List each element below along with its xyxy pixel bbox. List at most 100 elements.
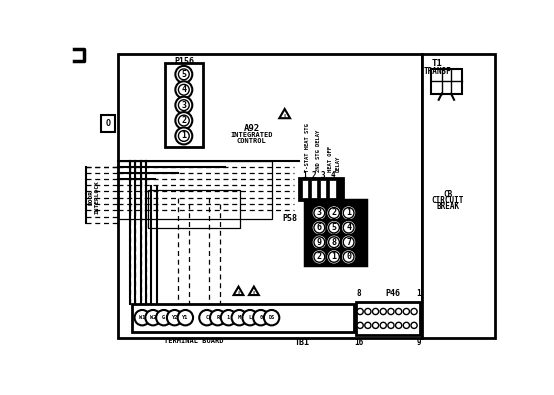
- Circle shape: [314, 222, 325, 233]
- Text: HEAT OFF: HEAT OFF: [327, 146, 332, 172]
- Circle shape: [388, 308, 394, 314]
- Bar: [119, 162, 273, 219]
- Circle shape: [341, 205, 356, 221]
- Text: CB: CB: [443, 190, 453, 199]
- Text: 8: 8: [331, 238, 336, 247]
- Circle shape: [314, 252, 325, 262]
- Text: Y1: Y1: [182, 315, 188, 320]
- Text: 0: 0: [259, 315, 263, 320]
- Text: 3: 3: [321, 171, 326, 180]
- Text: 0: 0: [346, 252, 351, 261]
- Circle shape: [341, 249, 356, 265]
- Text: W2: W2: [150, 315, 156, 320]
- Text: 1: 1: [181, 132, 186, 141]
- Bar: [165, 63, 203, 147]
- Text: 2ND STG DELAY: 2ND STG DELAY: [316, 130, 321, 172]
- Text: 4: 4: [181, 85, 186, 94]
- Bar: [299, 178, 343, 200]
- Text: G: G: [162, 315, 165, 320]
- Bar: [422, 54, 495, 339]
- Circle shape: [365, 308, 371, 314]
- Bar: [330, 180, 336, 198]
- Circle shape: [314, 207, 325, 218]
- Circle shape: [253, 310, 269, 325]
- Circle shape: [329, 207, 340, 218]
- Circle shape: [199, 310, 214, 325]
- Text: 6: 6: [317, 223, 322, 232]
- Polygon shape: [249, 287, 259, 295]
- Text: 16: 16: [354, 339, 363, 348]
- Circle shape: [357, 322, 363, 329]
- Circle shape: [411, 308, 417, 314]
- Text: 2: 2: [312, 171, 316, 180]
- Text: 9: 9: [417, 339, 421, 348]
- Circle shape: [341, 220, 356, 235]
- Circle shape: [156, 310, 172, 325]
- Circle shape: [178, 310, 193, 325]
- Circle shape: [411, 322, 417, 329]
- Polygon shape: [279, 109, 290, 118]
- Bar: [431, 69, 462, 94]
- Circle shape: [167, 310, 182, 325]
- Text: 5: 5: [181, 70, 186, 79]
- Text: !: !: [237, 291, 240, 297]
- Circle shape: [343, 252, 354, 262]
- Text: 3: 3: [317, 209, 322, 218]
- Circle shape: [403, 322, 409, 329]
- Circle shape: [403, 308, 409, 314]
- Bar: [147, 190, 240, 228]
- Text: R: R: [216, 315, 219, 320]
- Text: TRANSF: TRANSF: [423, 67, 451, 76]
- Text: 1: 1: [417, 290, 421, 298]
- Text: P58: P58: [283, 214, 298, 223]
- Text: 2: 2: [331, 209, 336, 218]
- Circle shape: [176, 66, 192, 83]
- Circle shape: [264, 310, 279, 325]
- Text: 3: 3: [181, 101, 186, 110]
- Circle shape: [176, 112, 192, 129]
- Circle shape: [326, 235, 342, 250]
- Text: 9: 9: [317, 238, 322, 247]
- Text: M: M: [238, 315, 241, 320]
- Bar: [305, 200, 366, 265]
- Circle shape: [178, 85, 189, 95]
- Text: DOOR
INTERLOCK: DOOR INTERLOCK: [88, 181, 99, 214]
- Text: Y2: Y2: [171, 315, 178, 320]
- Circle shape: [396, 308, 402, 314]
- Text: BREAK: BREAK: [437, 202, 459, 211]
- Text: 1: 1: [346, 209, 351, 218]
- Circle shape: [329, 237, 340, 248]
- Polygon shape: [234, 287, 243, 295]
- Circle shape: [232, 310, 247, 325]
- Circle shape: [380, 308, 386, 314]
- Circle shape: [145, 310, 161, 325]
- Text: W1: W1: [139, 315, 145, 320]
- Circle shape: [372, 322, 378, 329]
- Text: 1: 1: [227, 315, 230, 320]
- Text: 8: 8: [356, 290, 361, 298]
- Text: 4: 4: [330, 171, 335, 180]
- Circle shape: [178, 115, 189, 126]
- Text: P46: P46: [385, 290, 400, 298]
- Circle shape: [341, 235, 356, 250]
- Circle shape: [312, 235, 327, 250]
- Circle shape: [312, 249, 327, 265]
- Circle shape: [343, 207, 354, 218]
- Text: 1: 1: [302, 171, 307, 180]
- Text: DS: DS: [269, 315, 275, 320]
- Text: C: C: [206, 315, 208, 320]
- Circle shape: [326, 220, 342, 235]
- Circle shape: [178, 100, 189, 111]
- Text: !: !: [283, 114, 287, 120]
- Circle shape: [242, 310, 258, 325]
- Text: 5: 5: [331, 223, 336, 232]
- Text: TB1: TB1: [294, 338, 309, 347]
- Circle shape: [329, 252, 340, 262]
- Circle shape: [221, 310, 236, 325]
- Text: TERMINAL BOARD: TERMINAL BOARD: [164, 338, 224, 344]
- Circle shape: [388, 322, 394, 329]
- Text: A92: A92: [244, 124, 260, 134]
- Circle shape: [326, 249, 342, 265]
- Text: L: L: [249, 315, 252, 320]
- Circle shape: [135, 310, 150, 325]
